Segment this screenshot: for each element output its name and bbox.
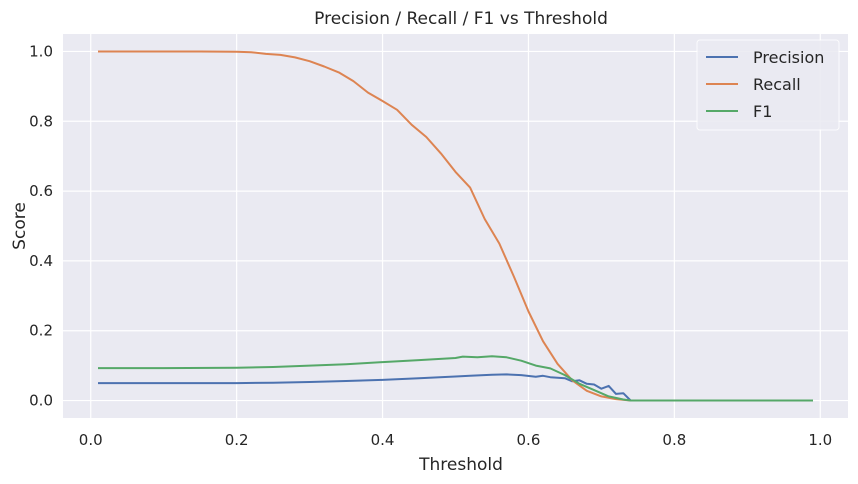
y-tick-labels: 0.0 0.2 0.4 0.6 0.8 1.0 — [29, 42, 53, 409]
x-tick-label: 0.4 — [371, 431, 395, 449]
x-tick-label: 0.6 — [517, 431, 541, 449]
legend-box — [696, 39, 840, 131]
y-tick-label: 1.0 — [29, 42, 53, 60]
x-tick-label: 1.0 — [808, 431, 832, 449]
x-tick-label: 0.8 — [662, 431, 686, 449]
x-tick-label: 0.2 — [225, 431, 249, 449]
x-axis-label: Threshold — [418, 455, 503, 475]
y-tick-label: 0.4 — [29, 252, 53, 270]
y-tick-label: 0.6 — [29, 182, 53, 200]
series-line-precision — [98, 373, 813, 402]
y-axis-label: Score — [10, 202, 30, 250]
y-tick-label: 0.8 — [29, 112, 53, 130]
legend-label-f1: F1 — [753, 102, 772, 121]
series-lines — [98, 50, 813, 402]
legend: Precision Recall F1 — [696, 39, 840, 131]
y-tick-label: 0.0 — [29, 392, 53, 410]
legend-label-recall: Recall — [753, 75, 801, 94]
chart-title: Precision / Recall / F1 vs Threshold — [314, 9, 608, 29]
x-tick-labels: 0.0 0.2 0.4 0.6 0.8 1.0 — [79, 431, 832, 449]
legend-label-precision: Precision — [753, 48, 824, 67]
x-tick-label: 0.0 — [79, 431, 103, 449]
series-line-f1 — [98, 355, 813, 402]
y-tick-label: 0.2 — [29, 322, 53, 340]
